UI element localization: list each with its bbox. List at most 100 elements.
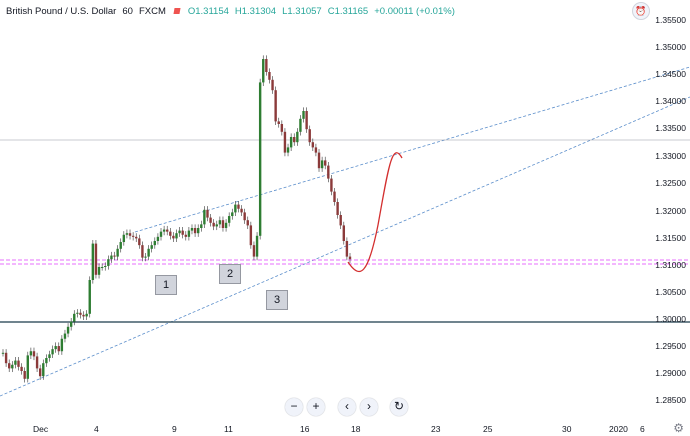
candle-body — [311, 142, 315, 148]
candle-body — [196, 228, 200, 234]
candle-body — [122, 234, 126, 243]
marker-label-2: 2 — [219, 264, 241, 284]
candle-body — [302, 111, 305, 119]
price-tick: 1.29000 — [655, 368, 686, 378]
candle-body — [178, 230, 181, 234]
candle-body — [255, 235, 259, 257]
candle-body — [342, 225, 346, 241]
candle-body — [234, 204, 237, 213]
candle-body — [187, 230, 191, 237]
candle-body — [212, 222, 215, 227]
time-tick: 18 — [351, 424, 361, 434]
trendline-lower — [0, 96, 690, 397]
candle-body — [190, 228, 194, 231]
price-tick: 1.35500 — [655, 15, 686, 25]
candle-body — [35, 356, 39, 369]
candle-body — [60, 338, 64, 352]
candle-body — [324, 160, 327, 166]
candle-body — [11, 364, 14, 369]
candle-body — [330, 178, 333, 192]
candle-body — [333, 191, 336, 202]
high-value: H1.31304 — [234, 5, 277, 17]
candle-body — [156, 236, 160, 241]
candle-body — [293, 137, 296, 143]
candle-body — [69, 321, 73, 327]
candle-body — [305, 111, 308, 130]
candle-body — [82, 314, 85, 317]
candles — [1, 55, 352, 383]
time-tick: 16 — [300, 424, 310, 434]
candle-body — [224, 222, 228, 228]
candle-body — [200, 224, 203, 228]
candle-body — [336, 202, 339, 215]
candle-body — [286, 147, 290, 153]
candle-body — [45, 358, 48, 364]
candle-body — [141, 245, 144, 258]
time-tick: 4 — [94, 424, 99, 434]
candle-body — [97, 267, 101, 275]
time-tick: 30 — [562, 424, 572, 434]
zoom-out-button[interactable]: − — [285, 398, 303, 416]
symbol-name[interactable]: British Pound / U.S. Dollar — [6, 5, 117, 17]
candle-body — [128, 233, 132, 236]
time-tick: 23 — [431, 424, 441, 434]
candle-body — [299, 118, 302, 132]
candle-body — [150, 245, 153, 249]
candle-body — [231, 212, 234, 217]
candle-body — [206, 209, 209, 218]
candle-body — [162, 229, 166, 232]
scroll-right-button[interactable]: › — [360, 398, 378, 416]
candle-body — [277, 121, 280, 124]
candle-body — [144, 256, 147, 258]
candle-body — [169, 231, 172, 236]
time-tick: 25 — [483, 424, 493, 434]
candle-body — [166, 229, 169, 232]
price-tick: 1.35000 — [655, 42, 686, 52]
scroll-left-button[interactable]: ‹ — [338, 398, 356, 416]
candle-body — [193, 228, 197, 234]
candle-body — [32, 351, 36, 357]
candle-body — [289, 137, 293, 148]
candle-body — [218, 220, 222, 225]
candle-body — [175, 233, 178, 239]
candle-body — [268, 72, 271, 80]
candle-body — [135, 236, 138, 239]
change-value: +0.00011 (+0.01%) — [374, 5, 455, 17]
candle-body — [113, 255, 116, 257]
candle-body — [116, 248, 119, 257]
interval-label[interactable]: 60 — [122, 5, 133, 17]
candle-body — [138, 238, 141, 246]
candle-body — [227, 216, 231, 223]
low-value: L1.31057 — [282, 5, 322, 17]
candle-body — [184, 234, 187, 237]
candle-body — [38, 368, 42, 377]
candle-body — [345, 241, 349, 257]
reset-chart-button[interactable]: ↻ — [390, 398, 408, 416]
alert-icon[interactable]: ⏰ — [632, 2, 650, 20]
zoom-in-button[interactable]: + — [307, 398, 325, 416]
price-tick: 1.32500 — [655, 178, 686, 188]
exchange-label: FXCM — [138, 5, 166, 17]
gear-icon[interactable]: ⚙ — [673, 421, 684, 435]
candle-body — [131, 235, 135, 237]
price-tick: 1.31000 — [655, 260, 686, 270]
price-tick: 1.33000 — [655, 151, 686, 161]
candle-body — [283, 131, 287, 153]
price-tick: 1.34000 — [655, 96, 686, 106]
candle-body — [296, 131, 299, 143]
candle-body — [271, 79, 274, 91]
price-tick: 1.31500 — [655, 233, 686, 243]
candle-body — [42, 363, 45, 377]
price-tick: 1.30500 — [655, 287, 686, 297]
trendline-upper — [134, 66, 690, 233]
candle-body — [159, 231, 163, 237]
candle-body — [29, 351, 33, 356]
candle-body — [100, 267, 104, 268]
candle-body — [125, 233, 129, 235]
market-status-icon — [173, 8, 181, 14]
candle-body — [119, 242, 122, 249]
candle-body — [54, 346, 57, 350]
candle-body — [88, 280, 91, 314]
candle-body — [262, 59, 265, 83]
